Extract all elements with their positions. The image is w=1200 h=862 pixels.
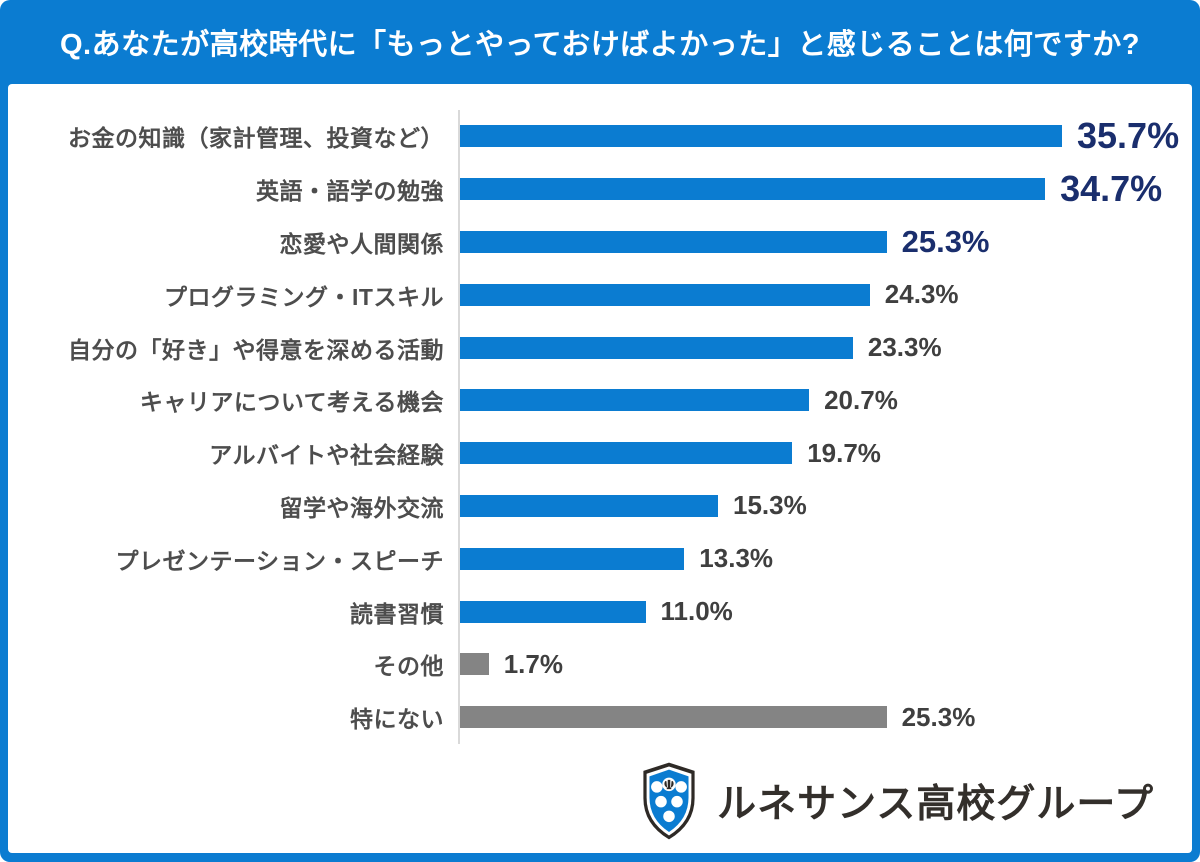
chart-row: 恋愛や人間関係 25.3%	[8, 215, 1192, 269]
bar	[460, 600, 646, 623]
bar-value: 25.3%	[901, 223, 990, 259]
shield-crest-icon	[643, 762, 695, 840]
chart-row: 特にない 25.3%	[8, 690, 1192, 744]
chart-card: お金の知識（家計管理、投資など） 35.7% 英語・語学の勉強 34.7% 恋愛…	[8, 84, 1192, 853]
row-label: プログラミング・ITスキル	[164, 283, 444, 310]
bar	[460, 706, 887, 729]
bar-zone: 24.3%	[458, 268, 1192, 322]
bar	[460, 653, 489, 676]
bar	[460, 494, 718, 517]
bar-value: 1.7%	[503, 648, 563, 679]
bar-zone: 1.7%	[458, 637, 1192, 691]
bar	[460, 336, 853, 359]
bar-zone: 25.3%	[458, 690, 1192, 744]
bar-value: 20.7%	[824, 384, 898, 415]
bar-value: 35.7%	[1077, 115, 1180, 157]
crest-emblem-icon	[664, 779, 674, 790]
bar-zone: 23.3%	[458, 321, 1192, 374]
bar-value: 23.3%	[867, 332, 942, 363]
chart-row: プログラミング・ITスキル 24.3%	[8, 268, 1192, 322]
bar-value: 34.7%	[1060, 168, 1163, 210]
bar-chart: お金の知識（家計管理、投資など） 35.7% 英語・語学の勉強 34.7% 恋愛…	[8, 110, 1192, 744]
bar	[460, 547, 685, 570]
bar	[460, 442, 793, 465]
row-label: 英語・語学の勉強	[256, 178, 444, 205]
bar-value: 13.3%	[699, 543, 774, 574]
row-label: 自分の「好き」や得意を深める活動	[68, 336, 444, 363]
row-label: 読書習慣	[350, 600, 444, 627]
chart-row: プレゼンテーション・スピーチ 13.3%	[8, 532, 1192, 586]
chart-row: その他 1.7%	[8, 637, 1192, 691]
row-label: 特にない	[350, 706, 444, 733]
row-label: お金の知識（家計管理、投資など）	[68, 125, 444, 152]
bar-zone: 13.3%	[458, 532, 1192, 586]
bar	[460, 178, 1046, 201]
row-label: 留学や海外交流	[279, 494, 444, 521]
row-label: キャリアについて考える機会	[139, 389, 444, 416]
bar-value: 11.0%	[660, 596, 733, 627]
chart-rows: お金の知識（家計管理、投資など） 35.7% 英語・語学の勉強 34.7% 恋愛…	[8, 110, 1192, 744]
bar-value: 15.3%	[733, 490, 807, 521]
bar	[460, 230, 887, 253]
row-label: 恋愛や人間関係	[279, 230, 444, 257]
bar-zone: 25.3%	[458, 215, 1192, 269]
bar-zone: 34.7%	[458, 162, 1192, 216]
chart-row: キャリアについて考える機会 20.7%	[8, 373, 1192, 427]
bar-zone: 19.7%	[458, 426, 1192, 480]
bar	[460, 125, 1062, 148]
row-label: プレゼンテーション・スピーチ	[115, 547, 444, 574]
bar-value: 19.7%	[807, 437, 881, 468]
logo-text: ルネサンス高校グループ	[717, 783, 1154, 826]
bar-zone: 20.7%	[458, 373, 1192, 427]
page-title: Q.あなたが高校時代に「もっとやっておけばよかった」と感じることは何ですか?	[59, 29, 1140, 61]
bar-value: 25.3%	[901, 701, 976, 732]
chart-row: アルバイトや社会経験 19.7%	[8, 426, 1192, 480]
chart-row: 自分の「好き」や得意を深める活動 23.3%	[8, 321, 1192, 374]
bar	[460, 283, 870, 306]
row-label: アルバイトや社会経験	[209, 442, 444, 469]
bar-zone: 35.7%	[458, 110, 1192, 163]
logo: ルネサンス高校グループ	[637, 761, 1154, 841]
bar-zone: 15.3%	[458, 479, 1192, 533]
chart-row: お金の知識（家計管理、投資など） 35.7%	[8, 110, 1192, 163]
bar	[460, 389, 810, 412]
chart-row: 読書習慣 11.0%	[8, 585, 1192, 638]
row-label: その他	[373, 653, 444, 680]
bar-zone: 11.0%	[458, 585, 1192, 638]
chart-row: 留学や海外交流 15.3%	[8, 479, 1192, 533]
question-header: Q.あなたが高校時代に「もっとやっておけばよかった」と感じることは何ですか?	[0, 0, 1200, 84]
chart-row: 英語・語学の勉強 34.7%	[8, 162, 1192, 216]
bar-value: 24.3%	[884, 279, 959, 310]
